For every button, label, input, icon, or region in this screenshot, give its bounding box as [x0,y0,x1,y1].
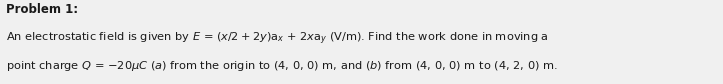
Text: Problem 1:: Problem 1: [6,3,78,16]
Text: An electrostatic field is given by $E$ = $(x/2 + 2y)\mathrm{a}_{x}$ + $2x\mathrm: An electrostatic field is given by $E$ =… [6,30,549,47]
Text: point charge $Q$ = $-20\mu C$ $(a)$ from the origin to (4, 0, 0) m, and $(b)$ fr: point charge $Q$ = $-20\mu C$ $(a)$ from… [6,59,557,73]
